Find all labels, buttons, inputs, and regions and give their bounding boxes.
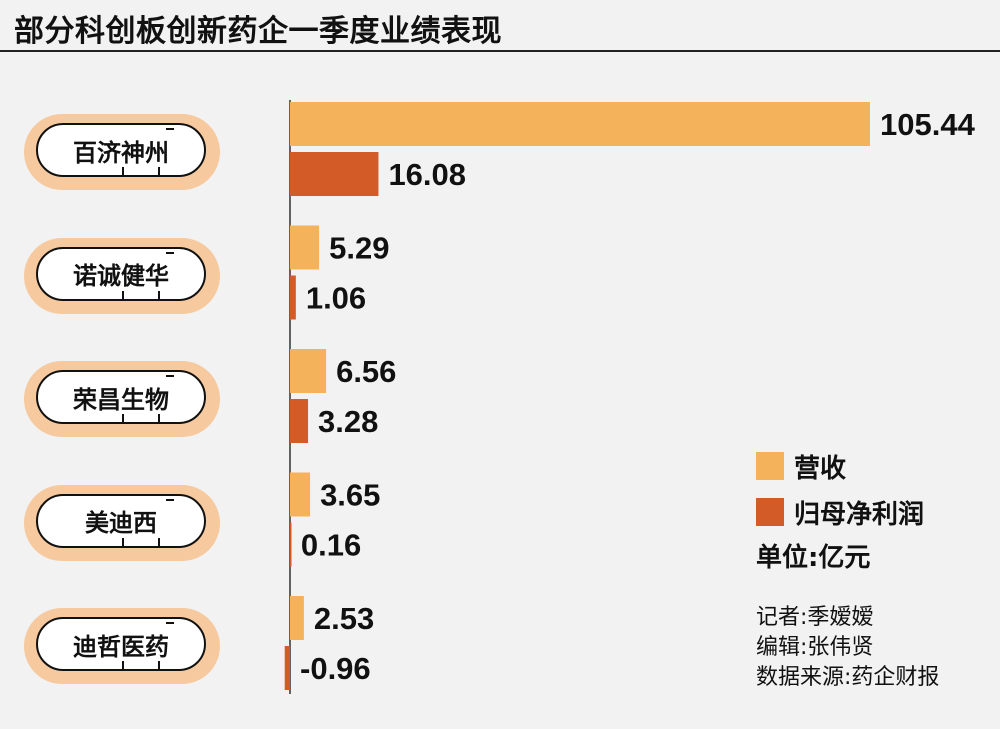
category-pill: 荣昌生物 (24, 361, 220, 437)
title-divider (0, 50, 1000, 52)
pill-tick-mark (158, 537, 160, 548)
bar-profit (284, 646, 290, 690)
category-pill: 诺诚健华 (24, 237, 220, 314)
category-label: 诺诚健华 (73, 262, 169, 290)
pill-tick-mark (158, 661, 160, 671)
editor-credit: 编辑:张伟贤 (756, 635, 874, 660)
pill-tick-mark (166, 251, 174, 254)
credits: 记者:季嫒嫒 编辑:张伟贤 数据来源:药企财报 (756, 603, 939, 693)
pill-tick-mark (158, 290, 160, 301)
legend-item-revenue: 营收 (756, 443, 924, 489)
category-pill-inner: 诺诚健华 (36, 246, 206, 301)
category-pill-inner: 迪哲医药 (36, 617, 206, 671)
data-label-profit: 1.06 (306, 281, 366, 316)
category-pill: 百济神州 (24, 114, 220, 190)
bar-profit (290, 399, 309, 443)
bar-revenue (290, 472, 311, 517)
pill-tick-mark (166, 375, 174, 377)
data-label-revenue: 6.56 (336, 354, 396, 389)
category-label: 百济神州 (73, 138, 169, 167)
bar-revenue (290, 102, 870, 146)
bar-profit (290, 522, 292, 567)
category-pill-inner: 百济神州 (36, 123, 206, 177)
category-label: 美迪西 (85, 509, 157, 537)
data-label-revenue: 2.53 (314, 601, 374, 636)
bar-profit (290, 275, 296, 320)
data-label-revenue: 3.65 (320, 478, 380, 513)
pill-tick-mark (122, 414, 124, 424)
category-label: 迪哲医药 (73, 632, 169, 661)
pill-tick-mark (158, 414, 160, 424)
data-label-profit: 16.08 (388, 157, 466, 192)
legend-item-profit: 归母净利润 (756, 489, 924, 535)
pill-tick-mark (122, 290, 124, 301)
legend-swatch-profit (756, 498, 784, 526)
legend-label-profit: 归母净利润 (794, 499, 925, 530)
pill-tick-mark (122, 661, 124, 671)
category-label: 荣昌生物 (73, 385, 169, 414)
data-label-profit: -0.96 (300, 651, 371, 686)
unit-label: 单位:亿元 (756, 543, 871, 573)
bar-revenue (290, 349, 327, 393)
category-pill-inner: 荣昌生物 (36, 370, 206, 424)
legend: 营收 归母净利润 单位:亿元 (756, 443, 924, 574)
pill-tick-mark (158, 167, 160, 177)
source-credit: 数据来源:药企财报 (756, 665, 940, 690)
data-label-profit: 3.28 (318, 404, 378, 439)
data-label-revenue: 5.29 (329, 231, 389, 266)
data-label-revenue: 105.44 (880, 107, 976, 142)
pill-tick-mark (122, 537, 124, 548)
legend-label-revenue: 营收 (794, 453, 847, 484)
bar-revenue (290, 596, 304, 640)
legend-swatch-revenue (756, 452, 784, 480)
category-pill-inner: 美迪西 (36, 493, 206, 548)
pill-tick-mark (166, 498, 174, 501)
category-pill: 美迪西 (24, 484, 220, 561)
pill-tick-mark (122, 167, 124, 177)
reporter-credit: 记者:季嫒嫒 (756, 605, 874, 630)
data-label-profit: 0.16 (301, 528, 361, 563)
bar-profit (290, 152, 379, 196)
pill-tick-mark (166, 128, 174, 130)
category-pill: 迪哲医药 (24, 608, 220, 684)
bar-revenue (290, 225, 320, 270)
pill-tick-mark (166, 622, 174, 624)
chart-title: 部分科创板创新药企一季度业绩表现 (14, 14, 502, 49)
